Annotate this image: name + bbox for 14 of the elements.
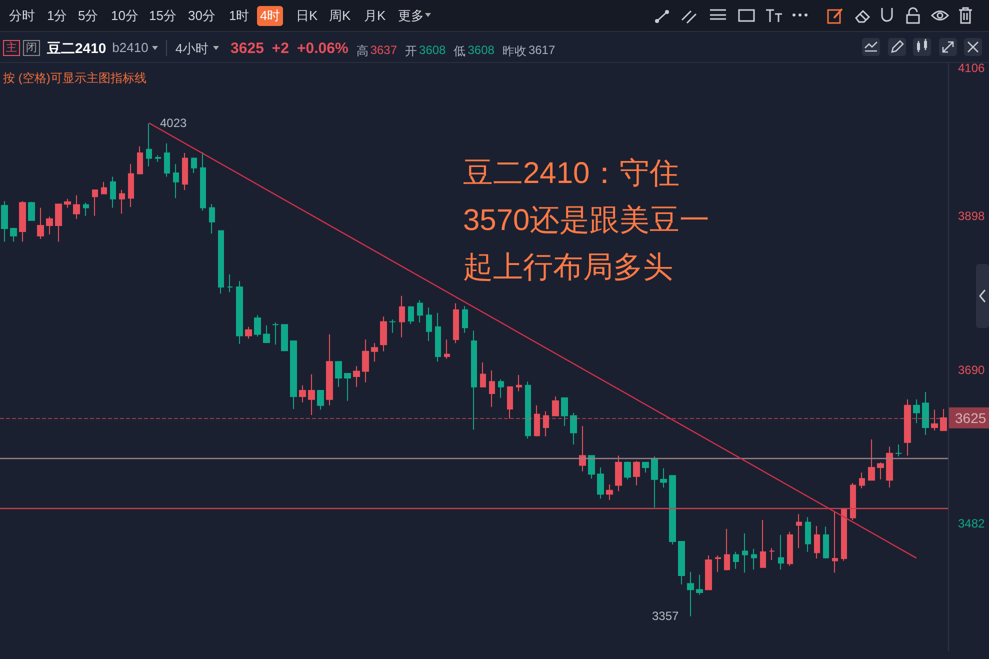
- annotation: 豆二2410：守住3570还是跟美豆一起上行布局多头: [463, 156, 711, 286]
- annotation: 按 (空格)可显示主图指标线: [3, 70, 146, 87]
- y-tick-label: 3898: [958, 208, 986, 223]
- text: 4小时 3625 +2 +0.06% 高 3637 开 3608 低 3608 昨收 3617: [175, 40, 556, 58]
- chart-subtitle: b2410: [112, 40, 148, 55]
- y-tick-label: 3690: [958, 362, 986, 377]
- annotation: 3357: [652, 609, 679, 624]
- y-tick-label: 4106: [958, 61, 986, 75]
- ref-line-label: 3625: [955, 410, 986, 426]
- text: 主 闭: [5, 40, 38, 56]
- annotation: 4023: [160, 116, 187, 130]
- chart-title: 豆二2410: [47, 40, 106, 58]
- text: 分时 1分 5分 10分 15分 30分 1时 4时 日K 周K 月K 更多: [9, 8, 424, 23]
- y-tick-label: 3482: [958, 516, 986, 531]
